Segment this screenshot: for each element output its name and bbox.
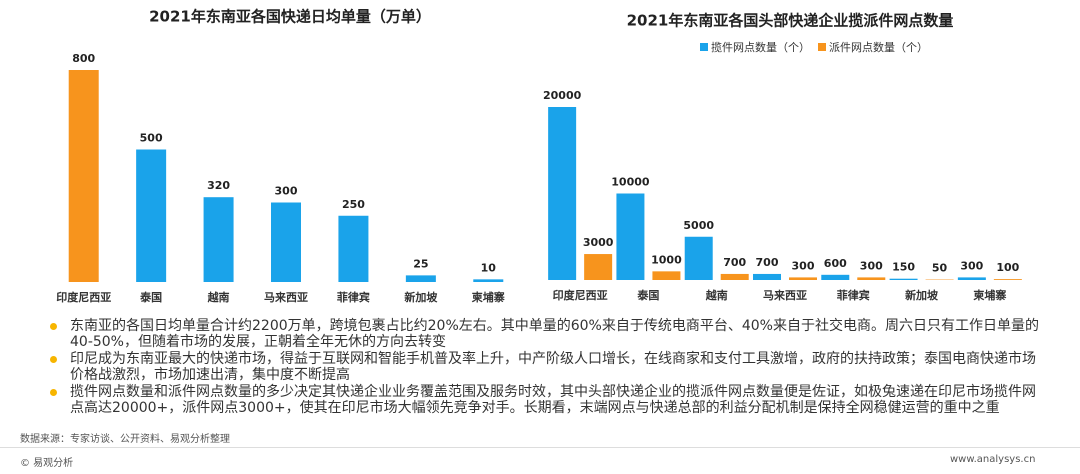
url: www.analysys.cn: [950, 454, 1036, 465]
bar: [957, 277, 986, 280]
bar: [720, 273, 749, 280]
x-tick-label: 马来西亚: [264, 290, 308, 304]
source: 数据来源：专家访谈、公开资料、易观分析整理: [20, 434, 230, 445]
x-tick-label: 柬埔寨: [472, 290, 505, 304]
data-label: 320: [207, 179, 230, 192]
data-label: 150: [892, 261, 915, 274]
bar: [68, 70, 99, 282]
data-label: 700: [723, 256, 746, 269]
data-label: 800: [72, 52, 95, 65]
bar: [584, 254, 613, 280]
bullet: 东南亚的各国日均单量合计约2200万单，跨境包裹占比约20%左右。其中单量的60…: [48, 318, 1048, 350]
legend-label: 揽件网点数量（个）: [711, 41, 810, 54]
data-label: 10000: [611, 176, 650, 189]
bar: [821, 274, 850, 280]
data-label: 300: [275, 185, 298, 198]
x-tick-label: 菲律宾: [337, 290, 370, 304]
x-tick-label: 泰国: [636, 288, 659, 302]
data-label: 250: [342, 198, 365, 211]
x-tick-label: 菲律宾: [837, 288, 870, 302]
x-tick-label: 越南: [705, 288, 728, 302]
data-label: 300: [860, 259, 883, 272]
data-label: 5000: [683, 219, 714, 232]
bar: [753, 273, 781, 280]
chart-title: 2021年东南亚各国头部快递企业揽派件网点数量: [627, 12, 954, 30]
x-tick-label: 印度尼西亚: [56, 290, 111, 304]
x-tick-label: 马来西亚: [763, 288, 807, 302]
data-label: 50: [932, 262, 948, 275]
data-label: 300: [792, 259, 815, 272]
data-label: 10: [481, 261, 497, 274]
bar: [684, 236, 713, 280]
data-label: 500: [140, 132, 163, 145]
x-tick-label: 泰国: [139, 290, 162, 304]
bullet-list: 东南亚的各国日均单量合计约2200万单，跨境包裹占比约20%左右。其中单量的60…: [48, 318, 1048, 417]
x-tick-label: 越南: [207, 290, 230, 304]
charts: 2021年东南亚各国快递日均单量（万单） 2021年东南亚各国头部快递企业揽派件…: [56, 8, 1022, 304]
bullet: 印尼成为东南亚最大的快递市场，得益于互联网和智能手机普及率上升，中产阶级人口增长…: [48, 351, 1048, 383]
data-label: 100: [996, 261, 1019, 274]
legend-swatch: [700, 43, 708, 51]
x-tick-label: 新加坡: [404, 290, 438, 304]
bar: [857, 277, 886, 280]
bar: [616, 193, 645, 280]
bar: [652, 271, 681, 280]
data-label: 600: [824, 257, 847, 270]
x-tick-label: 新加坡: [905, 288, 939, 302]
bar: [271, 202, 301, 282]
data-label: 300: [960, 259, 983, 272]
legend-swatch: [818, 43, 826, 51]
chart-title: 2021年东南亚各国快递日均单量（万单）: [149, 8, 431, 26]
divider: [0, 447, 1080, 448]
bar: [789, 277, 817, 280]
data-label: 1000: [651, 253, 682, 266]
bar: [338, 215, 369, 282]
x-tick-label: 印度尼西亚: [553, 288, 608, 302]
bullet: 揽件网点数量和派件网点数量的多少决定其快递企业业务覆盖范围及服务时效，其中头部快…: [48, 384, 1048, 416]
x-tick-label: 柬埔寨: [973, 288, 1006, 302]
data-label: 700: [756, 256, 779, 269]
bar: [203, 197, 234, 282]
data-label: 25: [413, 257, 428, 270]
data-label: 3000: [583, 236, 614, 249]
bar: [993, 279, 1022, 280]
bar: [405, 275, 436, 282]
copyright: © 易观分析: [20, 458, 74, 469]
bar: [473, 279, 504, 282]
bar: [548, 107, 577, 280]
legend-label: 派件网点数量（个）: [829, 41, 928, 54]
bar: [136, 149, 167, 282]
bar: [889, 278, 918, 280]
data-label: 20000: [543, 89, 582, 102]
